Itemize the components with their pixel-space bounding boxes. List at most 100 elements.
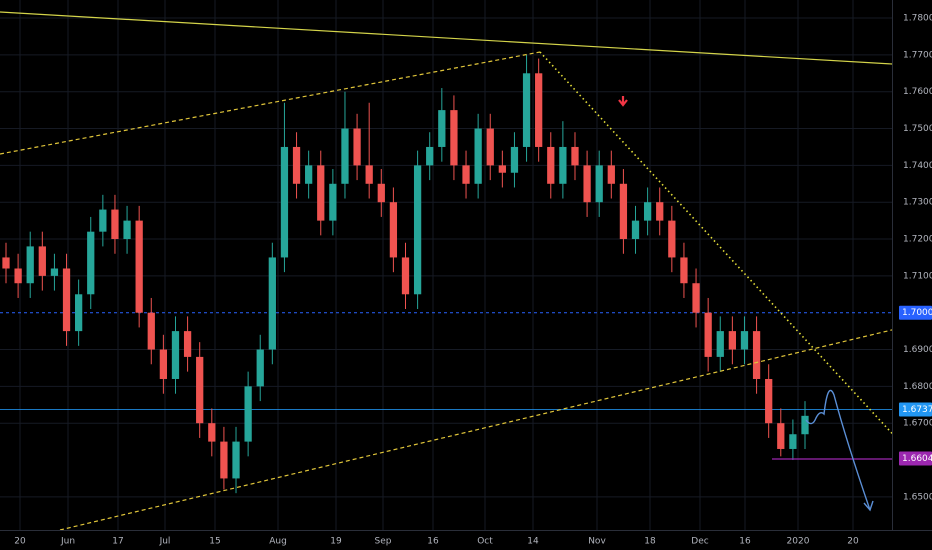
candle-body: [244, 386, 252, 442]
candle-body: [716, 331, 724, 357]
candle-body: [777, 423, 785, 449]
y-tick-label: 1.78000: [903, 14, 932, 24]
candle-body: [413, 165, 422, 295]
candle-body: [62, 268, 71, 332]
y-tick-label: 1.76000: [903, 87, 932, 97]
candle-body: [353, 128, 361, 166]
candle-body: [668, 220, 676, 258]
candle-body: [389, 202, 398, 258]
candle-body: [583, 165, 591, 203]
candle-body: [462, 165, 470, 184]
y-tick-label: 1.77000: [903, 50, 932, 60]
y-tick-label: 1.71000: [903, 271, 932, 281]
sell-arrow: [618, 96, 628, 107]
x-tick-label: 14: [527, 537, 539, 547]
candle-body: [426, 146, 434, 166]
candle-body: [765, 378, 773, 424]
candle-body: [268, 257, 276, 350]
candle-body: [571, 146, 579, 166]
candle-body: [680, 257, 688, 284]
candle-body: [559, 146, 567, 184]
candle-body: [450, 110, 458, 166]
candle-body: [728, 331, 736, 350]
x-tick-label: Sep: [375, 537, 392, 547]
x-tick-label: Dec: [691, 537, 708, 547]
candle-body: [801, 415, 809, 435]
candle-body: [123, 220, 131, 240]
candle-body: [438, 110, 446, 147]
trend-line: [0, 11, 893, 65]
y-tick-label: 1.72000: [903, 235, 932, 245]
x-tick-label: Jul: [159, 537, 171, 547]
candle-body: [220, 441, 228, 479]
candle-body: [522, 73, 531, 147]
candle-body: [232, 441, 240, 479]
candle-body: [14, 268, 22, 284]
candle-body: [305, 165, 313, 184]
candle-body: [111, 209, 119, 240]
candle-body: [280, 146, 289, 258]
candle-body: [692, 283, 700, 313]
candle-body: [292, 146, 301, 184]
candle-body: [752, 331, 761, 379]
candle-body: [547, 146, 555, 184]
y-tick-label: 1.75000: [903, 124, 932, 134]
candle-body: [486, 128, 494, 166]
price-tag-label: 1.70000: [902, 308, 932, 318]
price-tag-label: 1.67370: [902, 405, 932, 415]
candle-body: [159, 349, 168, 379]
candle-body: [341, 128, 349, 184]
candle-body: [183, 331, 192, 357]
x-tick-label: 18: [644, 537, 656, 547]
x-tick-label: 17: [112, 537, 123, 547]
y-tick-label: 1.68000: [903, 382, 932, 392]
forecast-arrow: [863, 500, 874, 512]
forecast-path: [805, 389, 871, 511]
x-tick-label: 16: [739, 537, 751, 547]
x-tick-label: 20: [14, 537, 26, 547]
candle-body: [135, 220, 143, 313]
candle-body: [656, 202, 664, 221]
candle-body: [595, 165, 603, 203]
channel-line: [0, 51, 541, 155]
y-tick-label: 1.74000: [903, 161, 932, 171]
candle-body: [99, 209, 107, 232]
x-tick-label: Nov: [588, 537, 606, 547]
candle-body: [50, 268, 59, 276]
candle-body: [535, 73, 543, 147]
y-tick-label: 1.69000: [903, 345, 932, 355]
candle-body: [498, 165, 506, 173]
candle-body: [317, 165, 325, 221]
x-tick-label: 19: [330, 537, 342, 547]
price-tag-label: 1.66042: [902, 454, 932, 464]
candle-body: [704, 312, 712, 357]
candle-body: [196, 356, 204, 424]
x-tick-label: 16: [427, 537, 439, 547]
candle-body: [401, 257, 410, 295]
x-tick-label: 15: [209, 537, 220, 547]
candle-body: [607, 165, 615, 184]
candle-body: [256, 349, 264, 387]
x-tick-label: 2020: [787, 537, 810, 547]
candle-body: [510, 146, 519, 173]
dotted-trend-line: [539, 51, 901, 443]
candle-body: [87, 231, 95, 295]
candle-body: [38, 246, 46, 276]
candle-body: [643, 202, 652, 221]
candle-body: [789, 434, 797, 449]
x-tick-label: Oct: [477, 537, 493, 547]
candle-body: [619, 183, 628, 240]
axes: 1.78000 1.77000 1.76000 1.75000 1.74000 1.730…: [14, 14, 932, 547]
price-tag: [899, 305, 932, 320]
candle-body: [474, 128, 482, 184]
x-tick-label: Aug: [269, 537, 287, 547]
drawings: [0, 11, 901, 531]
candle-body: [365, 165, 373, 184]
price-tag: [899, 402, 932, 417]
x-tick-label: 20: [847, 537, 859, 547]
y-tick-label: 1.73000: [903, 198, 932, 208]
candle-body: [171, 331, 180, 379]
candle-body: [26, 246, 34, 284]
candle-body: [2, 257, 10, 269]
